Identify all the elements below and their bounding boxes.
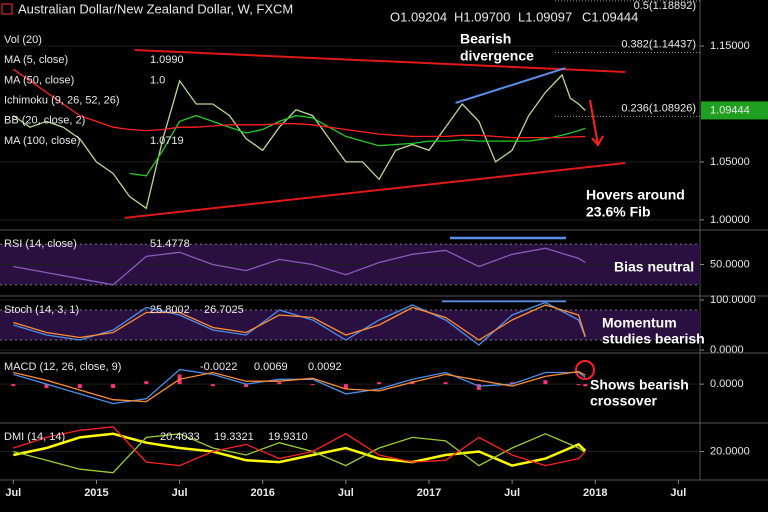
histogram-bar xyxy=(244,384,249,388)
annotation: Bearish xyxy=(460,31,511,47)
series-line xyxy=(129,114,586,177)
y-tick-label: 1.05000 xyxy=(710,156,750,168)
series-line xyxy=(12,73,586,210)
study-reading: 1.0719 xyxy=(150,135,184,147)
fib-label: 0.236(1.08926) xyxy=(621,102,696,114)
panel-legend: MACD (12, 26, close, 9) xyxy=(4,361,121,373)
series-line xyxy=(12,68,586,139)
readout: 51.4778 xyxy=(150,238,190,250)
y-tick-label: 0.0000 xyxy=(710,378,744,390)
series-line xyxy=(13,301,586,346)
panel xyxy=(0,299,700,351)
study-reading: 1.0990 xyxy=(150,54,184,66)
x-tick-label: Jul xyxy=(338,487,354,499)
ohlc-readout: O1.09204 xyxy=(390,9,447,24)
crossover-circle xyxy=(575,360,595,380)
y-tick-label: 100.0000 xyxy=(710,294,756,306)
histogram-bar xyxy=(210,384,215,387)
ohlc-readout: L1.09097 xyxy=(518,9,572,24)
y-tick-label: 20.0000 xyxy=(710,445,750,457)
histogram-bar xyxy=(77,384,82,389)
histogram-bar xyxy=(443,382,448,385)
series-line xyxy=(13,370,586,403)
study-name: MA (100, close) xyxy=(4,135,80,147)
y-tick-label: 0.0000 xyxy=(710,344,744,356)
histogram-bar xyxy=(343,384,348,389)
annotation: studies bearish xyxy=(602,331,705,347)
annotation: divergence xyxy=(460,48,534,64)
annotation: Shows bearish xyxy=(590,377,689,393)
y-tick-label: 1.15000 xyxy=(710,40,750,52)
histogram-bar xyxy=(277,382,282,385)
study-name: MA (5, close) xyxy=(4,54,68,66)
histogram-bar xyxy=(576,384,581,386)
histogram-bar xyxy=(377,382,382,385)
ohlc-readout: C1.09444 xyxy=(582,9,638,24)
annotation: Bias neutral xyxy=(614,259,694,275)
series-line xyxy=(13,432,587,467)
annotation: Hovers around xyxy=(586,187,685,203)
histogram-bar xyxy=(583,384,588,387)
study-name: Vol (20) xyxy=(4,34,42,46)
annotation: 23.6% Fib xyxy=(586,204,651,220)
readout: 25.8002 xyxy=(150,304,190,316)
series-line xyxy=(13,426,586,467)
x-tick-label: 2017 xyxy=(417,487,441,499)
chart-title: Australian Dollar/New Zealand Dollar, W,… xyxy=(18,1,293,16)
close-icon xyxy=(1,3,13,15)
band xyxy=(0,310,700,340)
price-arrow xyxy=(589,99,604,147)
fib-label: 0.5(1.18892) xyxy=(634,0,696,12)
readout: 20.4033 xyxy=(160,431,200,443)
series-line xyxy=(13,304,586,341)
annotation: Momentum xyxy=(602,315,677,331)
histogram-bar xyxy=(44,384,49,389)
last-price-box xyxy=(701,101,768,120)
y-tick-label: 50.0000 xyxy=(710,258,750,270)
readout: 26.7025 xyxy=(204,304,244,316)
x-tick-label: Jul xyxy=(5,487,21,499)
histogram-bar xyxy=(310,384,315,386)
panel-legend: Stoch (14, 3, 1) xyxy=(4,304,79,316)
panel xyxy=(0,243,700,286)
histogram-bar xyxy=(111,384,116,389)
trendline xyxy=(134,48,626,73)
panel-legend: RSI (14, close) xyxy=(4,238,77,250)
panel xyxy=(0,45,700,221)
histogram-bar xyxy=(543,380,548,385)
readout: 19.3321 xyxy=(214,431,254,443)
x-tick-label: 2018 xyxy=(583,487,607,499)
panel xyxy=(0,368,700,405)
y-tick-label: 1.00000 xyxy=(710,214,750,226)
x-tick-label: Jul xyxy=(172,487,188,499)
study-name: Ichimoku (9, 26, 52, 26) xyxy=(4,95,120,107)
series-line xyxy=(13,368,586,405)
annotation: crossover xyxy=(590,393,657,409)
fib-label: 0.382(1.14437) xyxy=(621,38,696,50)
trendline xyxy=(455,67,566,104)
readout: 0.0092 xyxy=(308,361,342,373)
trendline xyxy=(124,161,626,219)
histogram-bar xyxy=(11,384,16,387)
ohlc-readout: H1.09700 xyxy=(454,9,510,24)
histogram-bar xyxy=(510,382,515,385)
panel-legend: DMI (14, 14) xyxy=(4,431,65,443)
x-tick-label: Jul xyxy=(504,487,520,499)
last-price-label: 1.09444 xyxy=(710,104,750,116)
readout: 0.0069 xyxy=(254,361,288,373)
x-tick-label: 2015 xyxy=(84,487,108,499)
x-tick-label: Jul xyxy=(670,487,686,499)
x-tick-label: 2016 xyxy=(250,487,274,499)
study-reading: 1.0 xyxy=(150,74,165,86)
panel xyxy=(0,426,700,474)
study-name: BB (20, close, 2) xyxy=(4,115,85,127)
study-name: MA (50, close) xyxy=(4,74,74,86)
histogram-bar xyxy=(144,381,149,385)
histogram-bar xyxy=(476,384,481,390)
readout: 19.9310 xyxy=(268,431,308,443)
series-line xyxy=(13,247,586,286)
readout: -0.0022 xyxy=(200,361,237,373)
